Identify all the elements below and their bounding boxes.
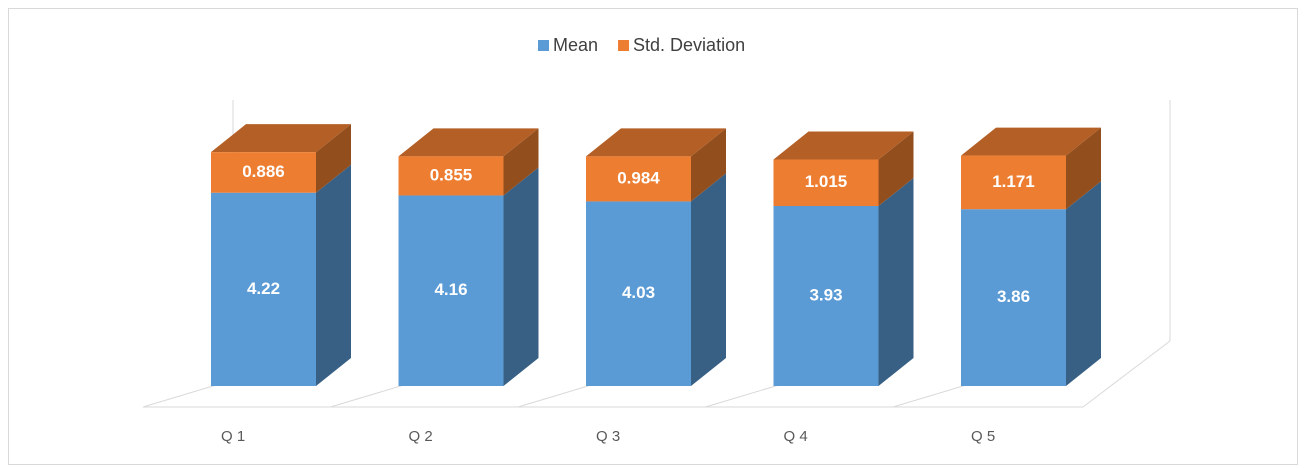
bar-side xyxy=(1066,127,1101,210)
bar-segment xyxy=(586,128,726,202)
x-tick-label: Q 4 xyxy=(784,428,808,445)
bar-side xyxy=(878,178,914,386)
bar-side xyxy=(503,128,539,196)
bar xyxy=(961,155,1066,210)
bar xyxy=(773,159,879,207)
legend-label: Std. Deviation xyxy=(633,35,745,55)
data-label: 4.16 xyxy=(434,280,467,299)
bar xyxy=(961,209,1066,386)
bar-side xyxy=(878,131,914,207)
bar xyxy=(773,206,879,386)
bar-side xyxy=(316,124,351,193)
bar-top xyxy=(961,127,1101,156)
bar-segment xyxy=(211,164,351,386)
bar xyxy=(398,195,504,386)
data-label: 3.86 xyxy=(997,287,1030,306)
bar-segment xyxy=(398,128,539,196)
data-label: 4.03 xyxy=(622,283,655,302)
data-label: 1.015 xyxy=(805,172,848,191)
bar-side xyxy=(1066,181,1101,386)
bar xyxy=(211,152,316,193)
bar xyxy=(586,201,691,386)
x-tick-label: Q 5 xyxy=(971,428,995,445)
bar-top xyxy=(586,128,726,157)
bar-top xyxy=(211,124,351,153)
data-label: 0.855 xyxy=(430,165,473,184)
bar-segment xyxy=(398,167,539,386)
bar-side xyxy=(691,128,726,202)
bar-side xyxy=(691,173,726,386)
bar-side xyxy=(503,167,539,386)
bar-top xyxy=(398,128,539,157)
bar-segment xyxy=(773,178,914,386)
legend-swatch xyxy=(618,40,630,51)
legend-swatch xyxy=(538,40,549,51)
data-label: 0.886 xyxy=(242,162,285,181)
legend: Mean Std. Deviation xyxy=(538,35,745,55)
bar-segment xyxy=(961,181,1101,386)
data-label: 4.22 xyxy=(247,279,280,298)
bar xyxy=(211,192,316,386)
x-tick-label: Q 3 xyxy=(596,428,620,445)
data-label: 0.984 xyxy=(617,168,660,187)
data-label: 1.171 xyxy=(992,172,1035,191)
bar-segment xyxy=(211,124,351,193)
bar-segment xyxy=(773,131,914,207)
bar-side xyxy=(316,164,351,386)
bar xyxy=(398,156,504,196)
bar-top xyxy=(773,131,914,160)
bar xyxy=(586,156,691,202)
x-tick-label: Q 2 xyxy=(409,428,433,445)
legend-label: Mean xyxy=(553,35,598,55)
bar-segment xyxy=(586,173,726,386)
bar-segment xyxy=(961,127,1101,210)
data-label: 3.93 xyxy=(809,285,842,304)
x-tick-label: Q 1 xyxy=(221,428,245,445)
